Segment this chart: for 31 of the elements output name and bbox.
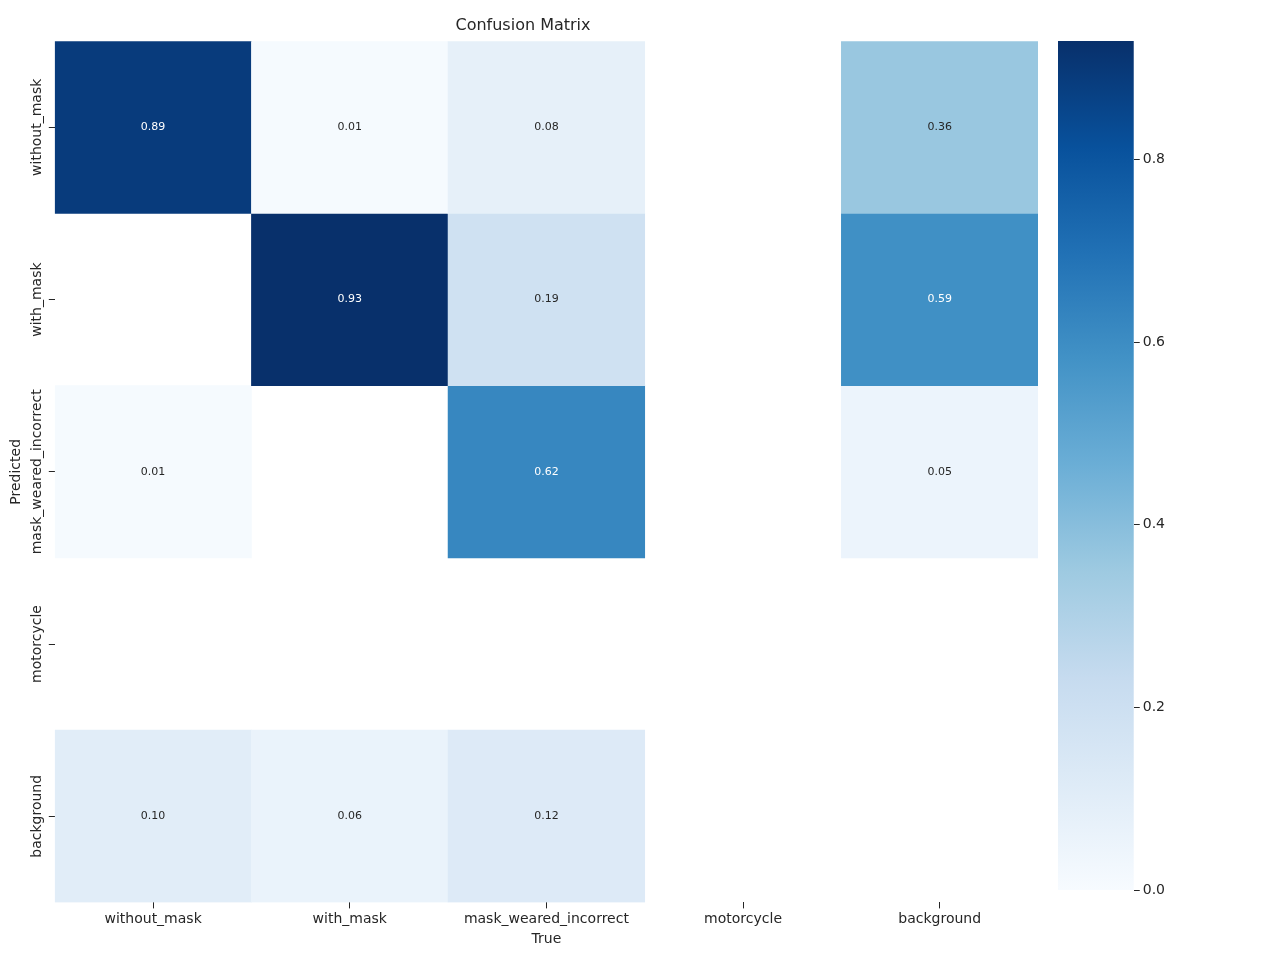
y-tick-label: motorcycle (28, 605, 45, 683)
y-tick-label: mask_weared_incorrect (28, 388, 45, 555)
y-tick-label: with_mask (28, 261, 45, 337)
x-tick-label: with_mask (312, 910, 388, 927)
y-tick-label: background (28, 774, 45, 858)
data-label: 0.62 (534, 464, 559, 478)
data-label: 0.59 (927, 292, 952, 306)
x-tick-label: mask_weared_incorrect (463, 910, 630, 927)
data-label: 0.10 (140, 809, 166, 823)
color-bar-label: 0.8 (1142, 150, 1165, 167)
data-label: 0.19 (534, 292, 559, 306)
data-label: 0.08 (534, 120, 559, 134)
data-label: 0.06 (337, 809, 363, 823)
color-bar-label: 0.0 (1142, 880, 1165, 897)
x-axis-title: True (530, 930, 562, 947)
data-label: 0.12 (534, 809, 559, 823)
data-label: 0.36 (927, 120, 952, 134)
x-tick-label: without_mask (104, 910, 203, 927)
data-label: 0.01 (140, 464, 166, 478)
data-label: 0.01 (337, 120, 363, 134)
color-bar-label: 0.6 (1142, 332, 1166, 349)
chart-title: Confusion Matrix (455, 14, 591, 34)
y-axis-title: Predicted (7, 438, 24, 505)
x-tick-label: background (898, 910, 982, 927)
data-label: 0.89 (140, 120, 166, 134)
color-bar-label: 0.2 (1142, 698, 1165, 715)
data-label: 0.93 (337, 292, 363, 306)
color-bar-label: 0.4 (1142, 515, 1166, 532)
y-tick-label: without_mask (28, 77, 45, 176)
data-label: 0.05 (927, 464, 952, 478)
x-tick-label: motorcycle (704, 910, 782, 927)
